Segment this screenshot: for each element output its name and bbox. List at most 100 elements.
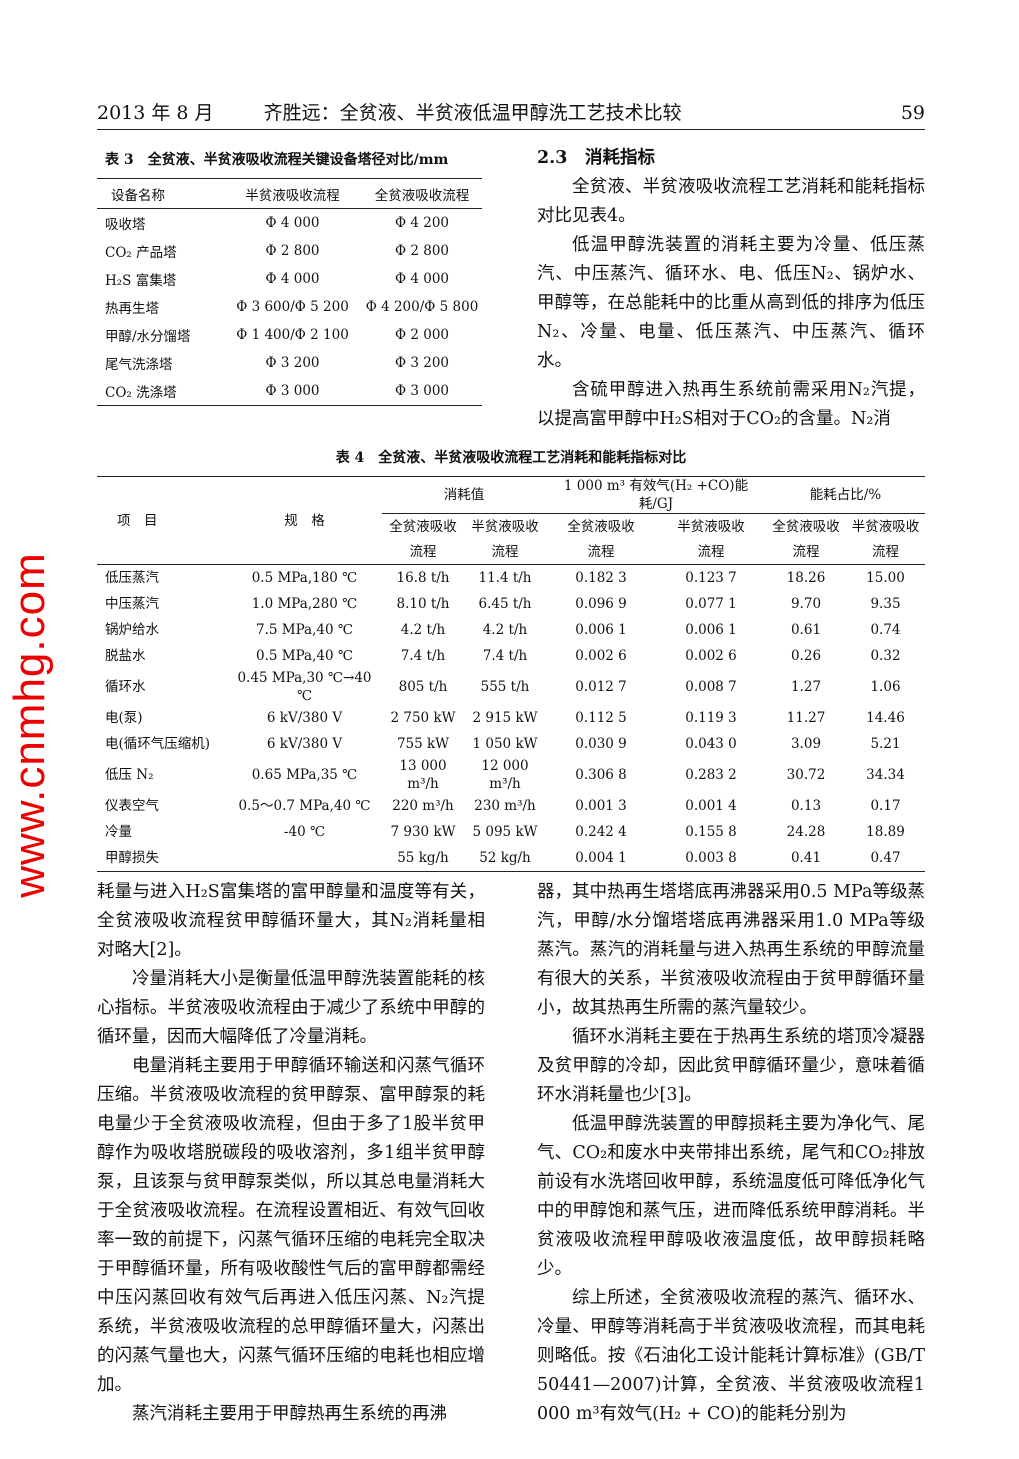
- cell: 0.043 0: [685, 736, 737, 752]
- table3-col-semi: 半贫液吸收流程: [223, 178, 362, 209]
- table-row: 中压蒸汽 1.0 MPa,280 ℃ 8.10 t/h 6.45 t/h 0.096 9…: [97, 591, 925, 617]
- cell: 1.06: [870, 679, 901, 695]
- cell: 11.27: [786, 710, 826, 726]
- paragraph: 蒸汽消耗主要用于甲醇热再生系统的再沸: [132, 1404, 447, 1424]
- cell: 24.28: [786, 824, 826, 840]
- cell: 0.030 9: [575, 736, 627, 752]
- paragraph: 冷量消耗大小是衡量低温甲醇洗装置能耗的核心指标。半贫液吸收流程由于减少了系统中甲…: [97, 969, 485, 1047]
- cell: 34.34: [866, 767, 905, 783]
- cell: Φ 1 400/Φ 2 100: [236, 327, 349, 343]
- row-label: 电(循环气压缩机): [105, 736, 211, 752]
- cell: 7.4 t/h: [400, 648, 446, 664]
- cell: 5 095 kW: [472, 824, 538, 840]
- cell: Φ 4 200: [394, 215, 449, 231]
- table-row: 吸收塔 Φ 4 000 Φ 4 200: [97, 209, 482, 238]
- sub-semi: 半贫液吸收: [677, 518, 745, 535]
- cell: 0.001 4: [685, 798, 737, 814]
- sub-full: 全贫液吸收: [567, 518, 635, 535]
- cell: 0.283 2: [685, 767, 737, 783]
- cell: 4.2 t/h: [482, 622, 528, 638]
- cell: 0.242 4: [575, 824, 627, 840]
- cell: 0.306 8: [575, 767, 627, 783]
- row-label: 电(泵): [105, 710, 143, 726]
- table3-title: 表 3 全贫液、半贫液吸收流程关键设备塔径对比/mm: [105, 152, 449, 168]
- cell: 0.002 6: [575, 648, 627, 664]
- table4-group-energy: 1 000 m³ 有效气(H₂ +CO)能耗/GJ: [546, 476, 766, 514]
- cell: 5.21: [870, 736, 901, 752]
- table4-col-item: 项 目: [97, 476, 227, 565]
- cell: 4.2 t/h: [400, 622, 446, 638]
- cell: Φ 3 600/Φ 5 200: [236, 299, 349, 315]
- cell: 0.13: [790, 798, 822, 814]
- row-label: 低压蒸汽: [105, 570, 159, 586]
- cell: Φ 3 000: [265, 383, 320, 399]
- row-label: 吸收塔: [105, 217, 146, 233]
- row-label: 锅炉给水: [105, 622, 159, 638]
- issue-date: 2013 年 8 月: [97, 102, 214, 124]
- row-label: 甲醇损失: [105, 850, 159, 866]
- cell: 18.89: [866, 824, 905, 840]
- table-row: CO₂ 洗涤塔 Φ 3 000 Φ 3 000: [97, 377, 482, 406]
- cell: 1.27: [790, 679, 822, 695]
- top-section: 表 3 全贫液、半贫液吸收流程关键设备塔径对比/mm 设备名称 半贫液吸收流程 …: [97, 148, 925, 434]
- cell: 0.65 MPa,35 ℃: [251, 767, 358, 783]
- cell: Φ 2 000: [394, 327, 449, 343]
- cell: 7 930 kW: [390, 824, 456, 840]
- cell: 9.35: [870, 596, 901, 612]
- cell: Φ 4 000: [265, 215, 320, 231]
- cell: 12 000 m³/h: [481, 758, 529, 792]
- paragraph: 低温甲醇洗装置的消耗主要为冷量、低压蒸汽、中压蒸汽、循环水、电、低压N₂、锅炉水…: [537, 235, 925, 371]
- sub-semi: 半贫液吸收: [851, 518, 920, 535]
- cell: 52 kg/h: [479, 850, 531, 866]
- row-label: 热再生塔: [105, 301, 159, 317]
- cell: 0.112 5: [575, 710, 627, 726]
- row-label: 甲醇/水分馏塔: [105, 329, 191, 345]
- cell: 8.10 t/h: [396, 596, 450, 612]
- cell: 1 050 kW: [472, 736, 538, 752]
- cell: 0.096 9: [575, 596, 627, 612]
- table-row: 低压蒸汽 0.5 MPa,180 ℃ 16.8 t/h 11.4 t/h 0.182 3…: [97, 565, 925, 592]
- cell: 0.47: [870, 850, 901, 866]
- cell: Φ 4 200/Φ 5 800: [365, 299, 479, 315]
- paragraph: 耗量与进入H₂S富集塔的富甲醇量和温度等有关，全贫液吸收流程贫甲醇循环量大，其N…: [97, 882, 485, 960]
- cell: 14.46: [866, 710, 905, 726]
- cell: Φ 2 800: [394, 243, 449, 259]
- cell: 0.26: [790, 648, 822, 664]
- cell: 755 kW: [396, 736, 450, 752]
- cell: Φ 3 200: [394, 355, 449, 371]
- table4-title: 表 4 全贫液、半贫液吸收流程工艺消耗和能耗指标对比: [335, 450, 687, 466]
- cell: 9.70: [790, 596, 822, 612]
- cell: 0.41: [790, 850, 822, 866]
- row-label: CO₂ 产品塔: [105, 245, 177, 261]
- table3-col-full: 全贫液吸收流程: [362, 178, 482, 209]
- table4: 项 目 规 格 消耗值 1 000 m³ 有效气(H₂ +CO)能耗/GJ 能耗…: [97, 476, 925, 872]
- cell: 0.155 8: [685, 824, 737, 840]
- table3: 设备名称 半贫液吸收流程 全贫液吸收流程 吸收塔 Φ 4 000 Φ 4 200 CO…: [97, 178, 482, 406]
- cell: 0.012 7: [575, 679, 627, 695]
- sub-flow: 流程: [464, 539, 546, 565]
- cell: 0.119 3: [685, 710, 737, 726]
- cell: 0.004 1: [575, 850, 627, 866]
- cell: 0.74: [870, 622, 901, 638]
- row-label: 冷量: [105, 824, 132, 840]
- sub-flow: 流程: [382, 539, 464, 565]
- cell: 16.8 t/h: [396, 570, 450, 586]
- sub-flow: 流程: [766, 539, 846, 565]
- row-label: CO₂ 洗涤塔: [105, 385, 177, 401]
- running-header: 2013 年 8 月 齐胜远：全贫液、半贫液低温甲醇洗工艺技术比较 59: [97, 100, 925, 130]
- cell: 0.5～0.7 MPa,40 ℃: [238, 798, 371, 814]
- cell: 18.26: [786, 570, 826, 586]
- table-row: H₂S 富集塔 Φ 4 000 Φ 4 000: [97, 265, 482, 293]
- cell: 0.008 7: [685, 679, 737, 695]
- cell: 0.006 1: [685, 622, 737, 638]
- cell: 0.003 8: [685, 850, 737, 866]
- row-label: 脱盐水: [105, 648, 146, 664]
- row-label: H₂S 富集塔: [105, 273, 177, 289]
- paragraph: 含硫甲醇进入热再生系统前需采用N₂汽提，以提高富甲醇中H₂S相对于CO₂的含量。…: [537, 380, 925, 429]
- cell: Φ 3 000: [394, 383, 449, 399]
- table3-block: 表 3 全贫液、半贫液吸收流程关键设备塔径对比/mm 设备名称 半贫液吸收流程 …: [97, 150, 485, 406]
- table-row: 冷量 -40 ℃ 7 930 kW 5 095 kW 0.242 4 0.155 8 24.…: [97, 819, 925, 845]
- table-row: 甲醇损失 55 kg/h 52 kg/h 0.004 1 0.003 8 0.41 0.47: [97, 845, 925, 872]
- table-row: 甲醇/水分馏塔 Φ 1 400/Φ 2 100 Φ 2 000: [97, 321, 482, 349]
- table-row: 循环水 0.45 MPa,30 ℃→40 ℃ 805 t/h 555 t/h 0.012…: [97, 669, 925, 705]
